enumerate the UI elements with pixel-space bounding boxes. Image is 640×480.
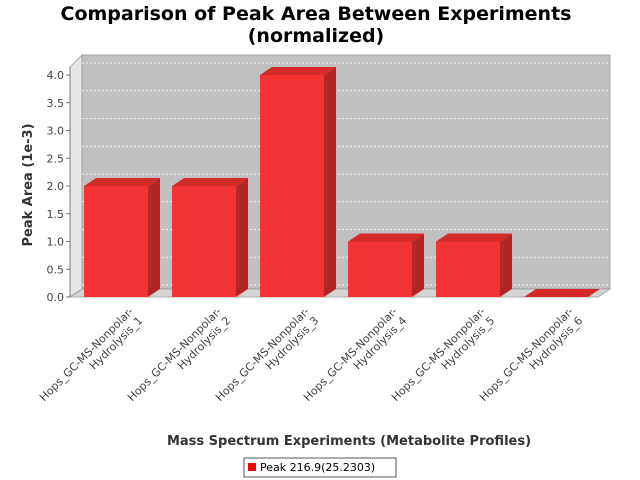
bar-front — [436, 241, 500, 297]
bar-side — [236, 178, 248, 297]
y-tick-label: 4.0 — [47, 69, 65, 82]
y-tick-label: 0.5 — [47, 263, 65, 276]
bar-top — [348, 233, 424, 242]
y-axis-ticks: 0.0 0.5 1.0 1.5 2.0 2.5 3.0 3.5 4.0 — [47, 67, 71, 304]
bars — [84, 67, 600, 297]
bar-front — [172, 186, 236, 297]
bar-top — [172, 178, 248, 186]
plot-area — [68, 54, 612, 298]
chart-title-line-1: Comparison of Peak Area Between Experime… — [61, 3, 572, 25]
bar-top — [436, 233, 512, 242]
legend-box — [243, 457, 397, 478]
bar-front — [260, 75, 324, 297]
x-axis-categories: Hops_GC-MS-Nonpolar-Hydrolysis_1Hops_GC-… — [37, 305, 585, 404]
bar — [348, 233, 424, 297]
x-category-label-line: Hops_GC-MS-Nonpolar- — [37, 305, 136, 404]
bar-side — [148, 178, 160, 297]
bar-top — [260, 67, 336, 75]
plot-side-wall — [69, 54, 83, 298]
plot-back-wall — [81, 54, 611, 290]
bar-side — [412, 233, 424, 297]
bar-top — [524, 289, 600, 297]
bar-top — [84, 178, 160, 186]
bar — [84, 178, 160, 297]
bar — [436, 233, 512, 297]
bar-side — [500, 233, 512, 297]
y-axis-label: Peak Area (1e-3) — [21, 123, 36, 246]
chart-title-line-2: (normalized) — [248, 25, 385, 47]
bar-front — [84, 186, 148, 297]
y-tick-label: 0.0 — [47, 291, 65, 304]
legend-swatch — [248, 463, 256, 471]
y-tick-label: 1.5 — [47, 208, 65, 221]
bar — [172, 178, 248, 297]
legend: Peak 216.9(25.2303) — [243, 457, 397, 478]
bar — [524, 289, 600, 297]
y-tick-label: 3.0 — [47, 125, 65, 138]
bar-side — [324, 67, 336, 297]
y-tick-label: 2.0 — [47, 180, 65, 193]
x-axis-label: Mass Spectrum Experiments (Metabolite Pr… — [167, 434, 531, 449]
bar — [260, 67, 336, 297]
y-tick-label: 2.5 — [47, 152, 65, 165]
y-tick-label: 1.0 — [47, 236, 65, 249]
bar-front — [348, 241, 412, 297]
legend-entry: Peak 216.9(25.2303) — [260, 461, 375, 474]
y-tick-label: 3.5 — [47, 97, 65, 110]
